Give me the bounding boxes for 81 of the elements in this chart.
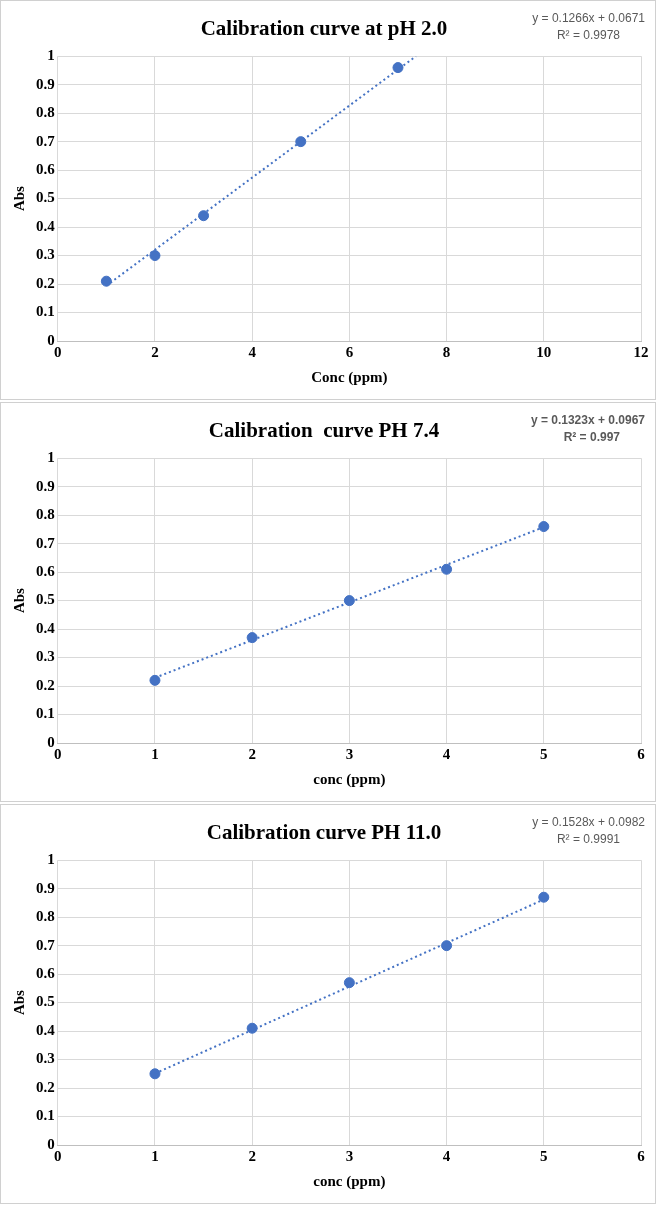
y-tick-label: 0.6 — [36, 562, 56, 579]
point — [343, 977, 355, 989]
y-tick-label: 0.4 — [36, 619, 56, 636]
y-tick-label: 0.8 — [36, 104, 55, 121]
point — [198, 210, 210, 222]
text: R² = 0.997 — [563, 430, 621, 445]
x-tick-label: 4 — [248, 343, 257, 360]
y-tick-label: 0 — [47, 1135, 55, 1152]
y-tick-label: 0.1 — [36, 303, 55, 320]
x-tick-label: 6 — [637, 745, 646, 762]
text: y = 0.1528x + 0.0982 — [532, 815, 646, 830]
x-axis-title: Conc (ppm) — [311, 368, 388, 386]
point — [295, 136, 307, 148]
y-axis-title: Abs — [10, 989, 27, 1016]
point — [441, 563, 453, 575]
point — [441, 940, 453, 952]
x-tick-label: 2 — [151, 343, 159, 360]
y-axis-title: Abs — [10, 185, 27, 212]
y-tick-label: 0.7 — [36, 534, 56, 551]
y-tick-label: 0.1 — [36, 705, 55, 722]
y-tick-label: 0.9 — [36, 75, 55, 92]
text: R² = 0.9978 — [556, 28, 621, 43]
y-tick-label: 0.9 — [36, 477, 55, 494]
y-tick-label: 0.6 — [36, 160, 56, 177]
chart-title: Calibration curve at pH 2.0 — [200, 16, 448, 41]
x-tick-label: 8 — [442, 343, 451, 360]
point — [538, 521, 550, 533]
y-tick-label: 0.5 — [36, 591, 55, 608]
y-tick-label: 0.8 — [36, 908, 55, 925]
y-tick-label: 0.4 — [36, 217, 56, 234]
point — [149, 1068, 161, 1080]
y-tick-label: 0.2 — [36, 1078, 55, 1095]
x-axis-title: conc (ppm) — [313, 1172, 386, 1190]
text: y = 0.1323x + 0.0967 — [530, 413, 646, 428]
y-tick-label: 0.5 — [36, 189, 55, 206]
y-tick-label: 0.9 — [36, 879, 55, 896]
y-tick-label: 0.1 — [36, 1107, 55, 1124]
x-tick-label: 5 — [540, 745, 548, 762]
point — [149, 674, 161, 686]
y-tick-label: 0.7 — [36, 132, 56, 149]
y-tick-label: 0.2 — [36, 676, 55, 693]
x-tick-label: 2 — [248, 745, 256, 762]
y-tick-label: 0.3 — [36, 1050, 55, 1067]
x-tick-label: 6 — [637, 1147, 646, 1164]
text: y = 0.1266x + 0.0671 — [532, 11, 646, 26]
y-tick-label: 0.7 — [36, 936, 56, 953]
y-tick-label: 0.5 — [36, 993, 55, 1010]
y-tick-label: 0.3 — [36, 246, 55, 263]
y-axis-title: Abs — [10, 587, 27, 614]
point — [246, 632, 258, 644]
y-tick-label: 0.4 — [36, 1021, 56, 1038]
chart-title: Calibration curve PH 11.0 — [206, 820, 442, 845]
y-tick-label: 0.3 — [36, 648, 55, 665]
x-tick-label: 4 — [442, 745, 451, 762]
x-tick-label: 6 — [345, 343, 354, 360]
x-tick-label: 10 — [536, 343, 552, 360]
text: R² = 0.9991 — [556, 832, 621, 847]
chart-title: Calibration curve PH 7.4 — [208, 418, 440, 443]
x-tick-label: 5 — [540, 1147, 548, 1164]
y-tick-label: 0 — [47, 331, 55, 348]
y-tick-label: 0.8 — [36, 506, 55, 523]
y-tick-label: 0.2 — [36, 274, 55, 291]
y-tick-label: 0.6 — [36, 964, 56, 981]
y-tick-label: 1 — [47, 47, 55, 64]
x-tick-label: 1 — [151, 1147, 159, 1164]
x-tick-label: 12 — [633, 343, 649, 360]
point — [343, 595, 355, 607]
x-tick-label: 1 — [151, 745, 159, 762]
point — [392, 62, 404, 74]
y-tick-label: 0 — [47, 733, 55, 750]
x-axis-title: conc (ppm) — [313, 770, 386, 788]
x-tick-label: 3 — [345, 745, 354, 762]
point — [100, 275, 112, 287]
y-tick-label: 1 — [47, 851, 55, 868]
point — [246, 1022, 258, 1034]
x-tick-label: 2 — [248, 1147, 256, 1164]
y-tick-label: 1 — [47, 449, 55, 466]
point — [538, 891, 550, 903]
point — [149, 250, 161, 262]
x-tick-label: 3 — [345, 1147, 354, 1164]
x-tick-label: 4 — [442, 1147, 451, 1164]
